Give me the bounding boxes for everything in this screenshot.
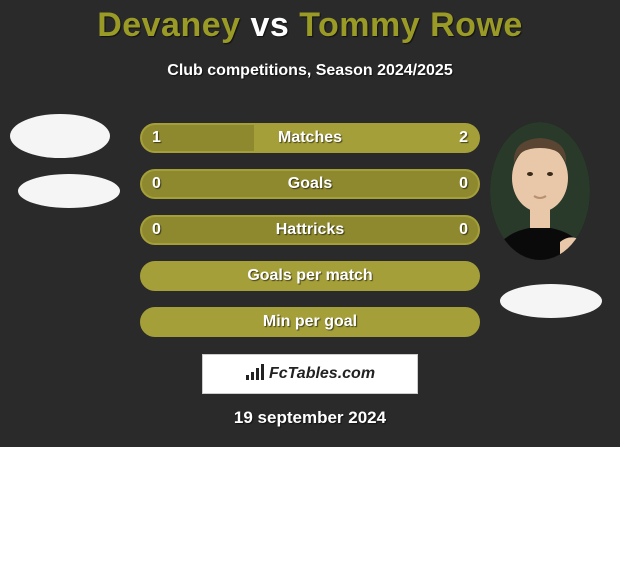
stat-label: Goals per match bbox=[247, 267, 372, 284]
vs-text: vs bbox=[251, 6, 290, 44]
stat-row: 1 Matches 2 bbox=[140, 123, 480, 153]
background-white bbox=[0, 447, 620, 580]
stat-label: Hattricks bbox=[276, 221, 344, 238]
stat-row: Min per goal bbox=[140, 307, 480, 337]
watermark[interactable]: FcTables.com bbox=[202, 354, 418, 394]
date-text: 19 september 2024 bbox=[0, 408, 620, 428]
stat-right-value: 0 bbox=[459, 171, 468, 197]
stat-right-value: 2 bbox=[459, 125, 468, 151]
stat-row: Goals per match bbox=[140, 261, 480, 291]
barchart-icon bbox=[245, 363, 265, 381]
stat-left-value: 0 bbox=[152, 171, 161, 197]
stat-label: Goals bbox=[288, 175, 332, 192]
page-title: Devaney vs Tommy Rowe bbox=[0, 6, 620, 45]
stat-left-value: 1 bbox=[152, 125, 161, 151]
stat-right-value: 0 bbox=[459, 217, 468, 243]
player1-name: Devaney bbox=[97, 6, 240, 44]
player1-avatar-placeholder bbox=[10, 114, 110, 158]
stat-left-value: 0 bbox=[152, 217, 161, 243]
stat-label: Matches bbox=[278, 129, 342, 146]
stat-row: 0 Hattricks 0 bbox=[140, 215, 480, 245]
player2-name: Tommy Rowe bbox=[299, 6, 523, 44]
stat-row: 0 Goals 0 bbox=[140, 169, 480, 199]
player2-club-placeholder bbox=[500, 284, 602, 318]
subtitle: Club competitions, Season 2024/2025 bbox=[0, 62, 620, 80]
watermark-text: FcTables.com bbox=[269, 365, 375, 382]
stat-label: Min per goal bbox=[263, 313, 357, 330]
player2-avatar bbox=[490, 122, 590, 260]
player1-club-placeholder bbox=[18, 174, 120, 208]
